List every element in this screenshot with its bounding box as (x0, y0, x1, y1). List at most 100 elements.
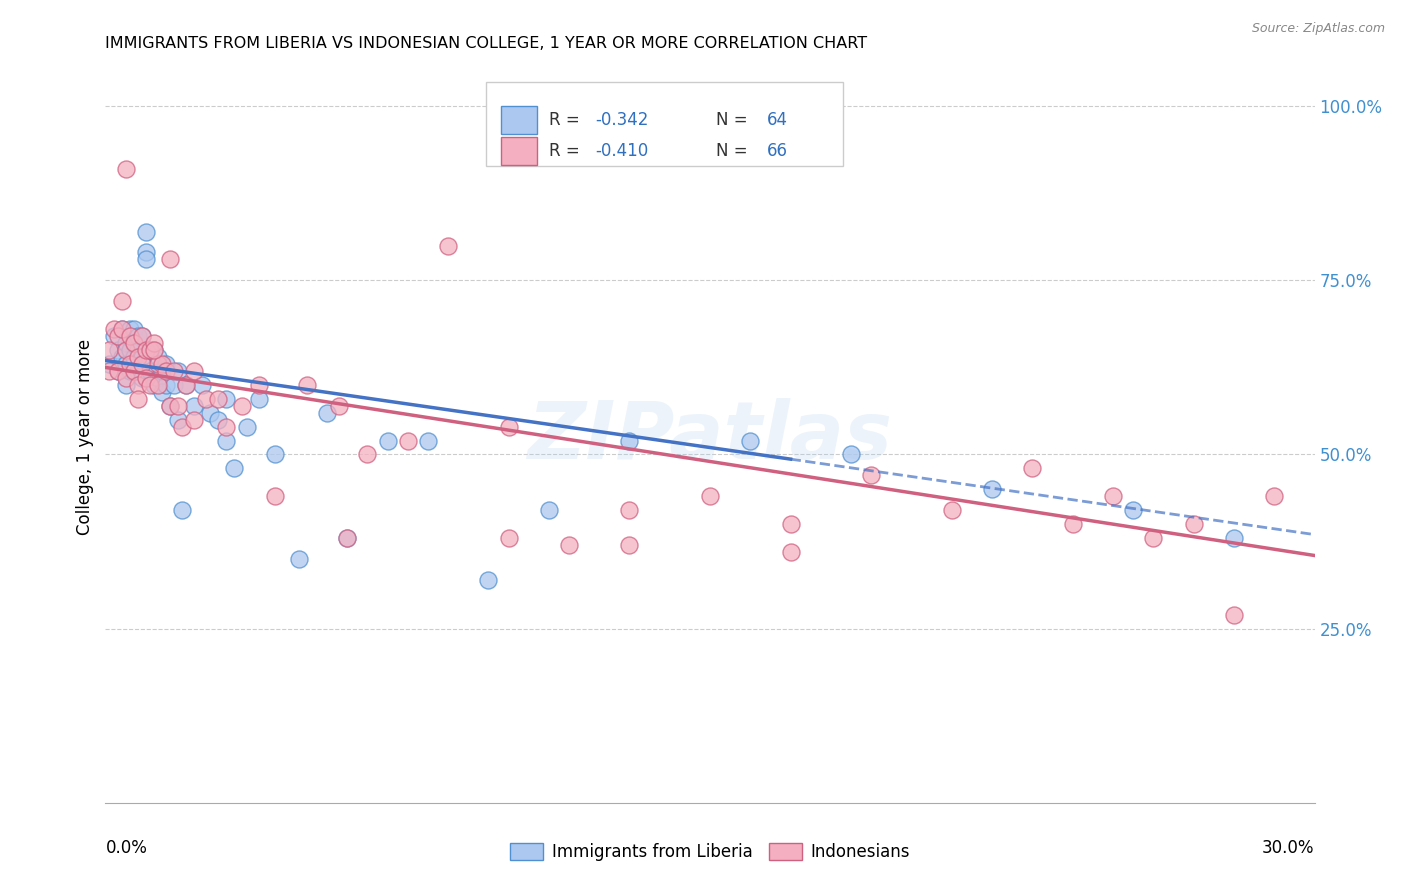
Point (247, 377, 270, 392)
Point (1223, 531, 1246, 545)
Point (860, 468, 883, 483)
Point (135, 225, 157, 239)
Point (356, 448, 378, 462)
Text: R =: R = (550, 143, 585, 161)
Point (558, 538, 581, 552)
Point (118, 364, 141, 378)
Point (1021, 461, 1043, 475)
Point (231, 399, 253, 413)
Text: IMMIGRANTS FROM LIBERIA VS INDONESIAN COLLEGE, 1 YEAR OR MORE CORRELATION CHART: IMMIGRANTS FROM LIBERIA VS INDONESIAN CO… (105, 36, 868, 51)
Point (195, 392, 218, 406)
Point (127, 329, 149, 343)
Text: ZIPatlas: ZIPatlas (527, 398, 893, 476)
Point (98, 343, 121, 357)
Point (122, 364, 145, 378)
Point (135, 343, 157, 357)
Point (114, 336, 136, 351)
Point (1122, 503, 1144, 517)
Point (139, 343, 162, 357)
Point (114, 371, 136, 385)
Point (122, 336, 145, 351)
Point (103, 329, 125, 343)
Point (1223, 607, 1246, 622)
Text: 66: 66 (766, 143, 787, 161)
Point (839, 448, 862, 462)
Point (122, 322, 145, 336)
Point (1062, 517, 1084, 532)
Point (183, 399, 205, 413)
Text: 0.0%: 0.0% (105, 839, 148, 857)
Point (163, 364, 186, 378)
Point (263, 448, 285, 462)
Point (170, 419, 193, 434)
Point (416, 434, 439, 448)
Point (146, 377, 169, 392)
Point (1142, 531, 1164, 545)
Point (127, 392, 149, 406)
Bar (501, 137, 537, 165)
Point (118, 329, 141, 343)
Point (477, 573, 499, 587)
Point (215, 392, 238, 406)
Point (114, 357, 136, 371)
Point (537, 503, 560, 517)
Point (288, 552, 311, 566)
Text: Source: ZipAtlas.com: Source: ZipAtlas.com (1251, 22, 1385, 36)
Point (170, 503, 193, 517)
Point (139, 343, 162, 357)
Point (779, 517, 801, 532)
Point (114, 161, 136, 176)
Y-axis label: College, 1 year or more: College, 1 year or more (76, 339, 94, 535)
Point (127, 343, 149, 357)
Point (1263, 489, 1285, 503)
Point (224, 461, 246, 475)
Point (498, 419, 520, 434)
Point (146, 371, 169, 385)
Point (142, 336, 165, 351)
Point (437, 238, 460, 252)
Point (107, 329, 129, 343)
Point (135, 252, 157, 267)
Point (135, 245, 157, 260)
Point (183, 412, 205, 426)
FancyBboxPatch shape (486, 82, 844, 167)
Text: 64: 64 (766, 112, 787, 129)
Point (114, 377, 136, 392)
Point (122, 336, 145, 351)
Point (118, 357, 141, 371)
Point (981, 483, 1004, 497)
Point (619, 503, 641, 517)
Point (110, 350, 132, 364)
Text: -0.342: -0.342 (595, 112, 648, 129)
Point (174, 377, 197, 392)
Text: N =: N = (716, 143, 754, 161)
Point (131, 357, 153, 371)
Point (150, 384, 173, 399)
Point (131, 329, 153, 343)
Point (110, 294, 132, 309)
Point (163, 377, 186, 392)
Point (118, 322, 141, 336)
Point (207, 392, 229, 406)
Point (740, 434, 762, 448)
Point (699, 489, 721, 503)
Point (159, 399, 181, 413)
Point (336, 531, 359, 545)
Point (142, 377, 165, 392)
Point (159, 399, 181, 413)
Point (167, 399, 190, 413)
Point (619, 538, 641, 552)
Point (122, 364, 145, 378)
Point (114, 343, 136, 357)
Text: -0.410: -0.410 (595, 143, 648, 161)
Point (146, 357, 169, 371)
Point (328, 399, 350, 413)
Point (155, 377, 177, 392)
Point (118, 343, 141, 357)
Point (107, 364, 129, 378)
Point (131, 350, 153, 364)
Point (247, 392, 270, 406)
Point (183, 364, 205, 378)
Text: R =: R = (550, 112, 585, 129)
Point (110, 322, 132, 336)
